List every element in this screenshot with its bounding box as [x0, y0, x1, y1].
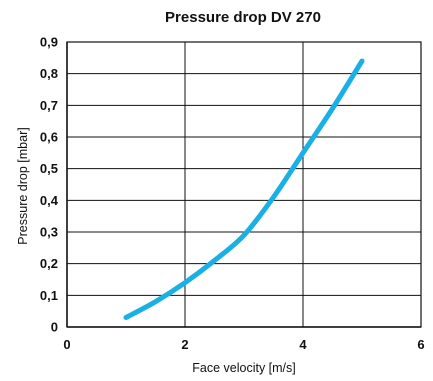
plot-frame: [66, 41, 422, 328]
x-tick-label: 6: [417, 337, 424, 352]
y-tick-label: 0,7: [40, 98, 58, 113]
pressure-drop-curve: [123, 58, 365, 320]
y-tick-label: 0,8: [40, 66, 58, 81]
x-tick-label: 2: [181, 337, 188, 352]
series-layer: [123, 58, 365, 320]
tick-labels: 0 0,1 0,2 0,3 0,4 0,5 0,6 0,7 0,8 0,9 0 2 4 6: [40, 35, 425, 353]
y-tick-label: 0,5: [40, 161, 58, 176]
y-tick-label: 0: [51, 320, 58, 335]
x-tick-label: 4: [299, 337, 307, 352]
y-tick-label: 0,4: [40, 193, 59, 208]
x-tick-label: 0: [63, 337, 70, 352]
chart-title: Pressure drop DV 270: [165, 9, 321, 26]
grid-lines: [67, 42, 421, 327]
y-tick-label: 0,6: [40, 130, 58, 145]
y-tick-label: 0,1: [40, 288, 58, 303]
y-tick-label: 0,9: [40, 35, 58, 50]
y-tick-label: 0,2: [40, 256, 58, 271]
y-tick-label: 0,3: [40, 225, 58, 240]
axes: [66, 42, 421, 328]
y-axis-label: Pressure drop [mbar]: [16, 127, 30, 244]
x-axis-label: Face velocity [m/s]: [192, 361, 296, 375]
